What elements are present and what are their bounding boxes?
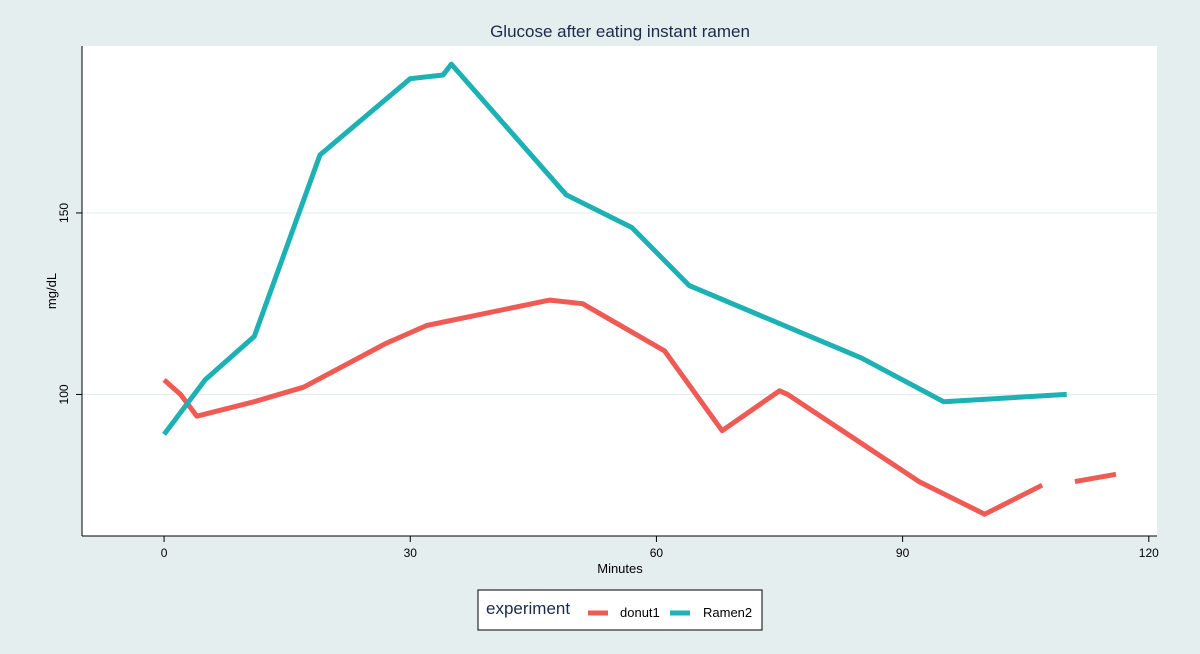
y-tick-label: 100 [57, 384, 71, 404]
axis-ticks: 100 150 0 30 60 90 120 [57, 203, 1159, 560]
y-tick-label: 150 [57, 203, 71, 223]
x-axis-label: Minutes [597, 561, 643, 576]
legend-box [477, 589, 763, 631]
x-tick-label: 0 [161, 546, 168, 560]
plot-area [82, 46, 1157, 536]
legend-label-donut1: donut1 [620, 605, 660, 620]
legend-title: experiment [486, 599, 570, 618]
series-line-ramen2 [162, 61, 1067, 436]
legend: experiment donut1 Ramen2 [477, 589, 763, 631]
series-line-donut1 [162, 297, 1044, 517]
y-axis-label: mg/dL [44, 273, 59, 309]
series-lines [162, 61, 1117, 517]
legend-label-ramen2: Ramen2 [703, 605, 752, 620]
x-tick-label: 30 [404, 546, 418, 560]
axes [81, 46, 1157, 537]
x-tick-label: 60 [650, 546, 664, 560]
chart-title: Glucose after eating instant ramen [490, 22, 750, 41]
grid-lines [82, 212, 1157, 395]
x-tick-label: 90 [896, 546, 910, 560]
x-tick-label: 120 [1139, 546, 1159, 560]
series-line-donut1-segment-2 [1074, 471, 1117, 485]
